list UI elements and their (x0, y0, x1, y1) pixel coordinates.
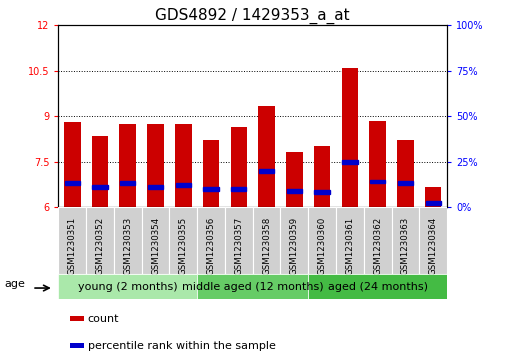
Text: middle aged (12 months): middle aged (12 months) (182, 282, 324, 292)
Bar (170, 207, 197, 274)
Text: GSM1230358: GSM1230358 (262, 217, 271, 275)
Bar (148, 185, 163, 189)
Bar (120, 182, 136, 185)
Bar (231, 127, 247, 207)
Bar (253, 207, 280, 274)
Bar (92, 136, 108, 207)
Text: GSM1230362: GSM1230362 (373, 217, 382, 275)
Bar (64, 122, 81, 207)
Text: GSM1230356: GSM1230356 (207, 217, 215, 275)
Bar (308, 207, 336, 274)
Bar (286, 152, 303, 207)
Bar (419, 207, 447, 274)
Bar (197, 274, 308, 299)
Bar (58, 207, 86, 274)
Title: GDS4892 / 1429353_a_at: GDS4892 / 1429353_a_at (155, 8, 350, 24)
Text: GSM1230364: GSM1230364 (429, 217, 438, 275)
Bar (231, 187, 246, 191)
Bar (147, 124, 164, 207)
Bar (225, 207, 253, 274)
Text: age: age (5, 279, 25, 289)
Bar (86, 207, 114, 274)
Bar (259, 169, 274, 172)
Bar (397, 140, 414, 207)
Bar (314, 191, 330, 194)
Bar (426, 201, 441, 205)
Bar (176, 183, 191, 187)
Text: GSM1230353: GSM1230353 (123, 217, 132, 275)
Bar (342, 160, 358, 163)
Bar (425, 187, 441, 207)
Bar (203, 140, 219, 207)
Bar (142, 207, 170, 274)
Bar (70, 343, 84, 348)
Bar (258, 106, 275, 207)
Bar (314, 146, 330, 207)
Bar (197, 207, 225, 274)
Bar (114, 207, 142, 274)
Text: GSM1230357: GSM1230357 (234, 217, 243, 275)
Bar (336, 207, 364, 274)
Text: GSM1230359: GSM1230359 (290, 217, 299, 275)
Text: percentile rank within the sample: percentile rank within the sample (87, 341, 275, 351)
Bar (364, 207, 392, 274)
Bar (369, 121, 386, 207)
Text: GSM1230352: GSM1230352 (96, 217, 105, 275)
Bar (175, 124, 192, 207)
Text: young (2 months): young (2 months) (78, 282, 178, 292)
Text: GSM1230363: GSM1230363 (401, 217, 410, 275)
Bar (58, 274, 197, 299)
Text: GSM1230361: GSM1230361 (345, 217, 355, 275)
Bar (341, 68, 358, 207)
Text: GSM1230351: GSM1230351 (68, 217, 77, 275)
Bar (119, 124, 136, 207)
Text: aged (24 months): aged (24 months) (328, 282, 428, 292)
Bar (398, 182, 413, 185)
Bar (92, 185, 108, 189)
Bar (287, 189, 302, 192)
Bar (204, 187, 219, 191)
Text: GSM1230354: GSM1230354 (151, 217, 160, 275)
Text: GSM1230360: GSM1230360 (318, 217, 327, 275)
Text: GSM1230355: GSM1230355 (179, 217, 188, 275)
Bar (280, 207, 308, 274)
Text: count: count (87, 314, 119, 323)
Bar (370, 180, 385, 183)
Bar (308, 274, 447, 299)
Bar (392, 207, 419, 274)
Bar (65, 182, 80, 185)
Bar (70, 316, 84, 321)
